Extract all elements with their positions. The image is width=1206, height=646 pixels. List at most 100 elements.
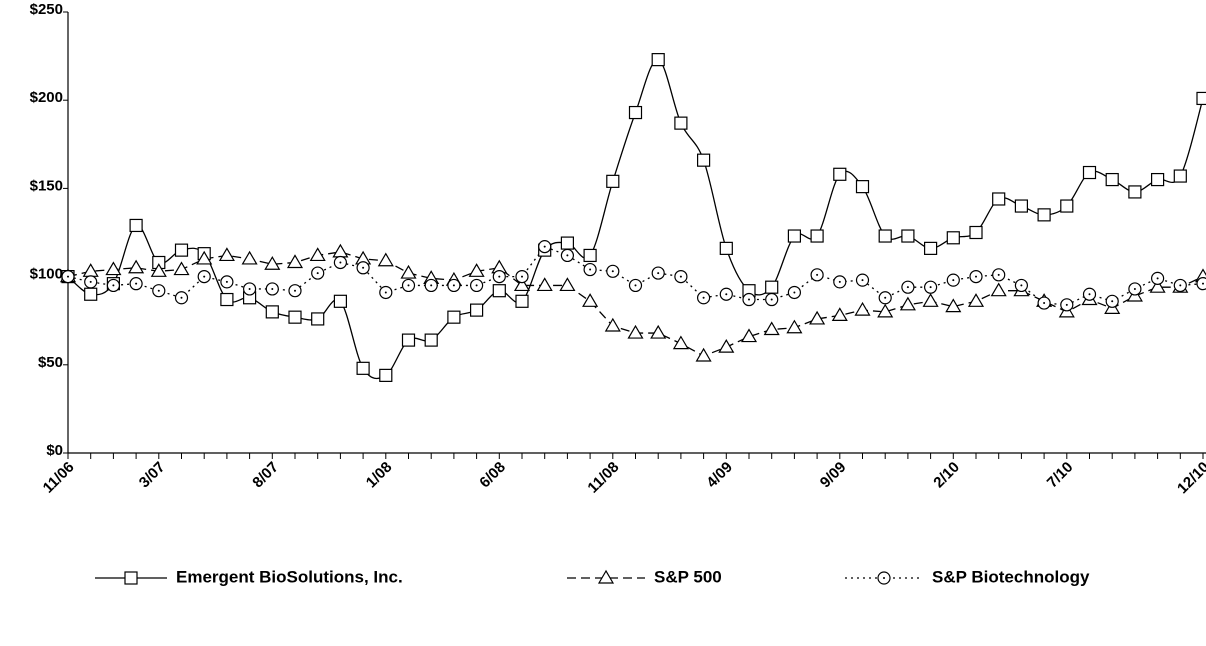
x-tick-label: 2/10 [930,459,963,492]
marker-dot [975,275,977,278]
marker [651,53,665,67]
marker [492,284,506,298]
marker [1149,278,1166,293]
marker [174,243,189,257]
marker [992,192,1006,206]
marker [1196,277,1206,291]
marker [855,180,870,194]
marker-dot [225,280,228,283]
marker [1082,165,1097,180]
marker [922,293,939,307]
marker [786,319,803,334]
marker-dot [362,266,365,269]
marker-dot [1156,277,1159,280]
x-tick-label: 12/10 [1174,459,1206,498]
marker [718,338,735,353]
marker [945,298,962,313]
marker [833,167,847,181]
marker [309,247,326,262]
marker [241,250,258,265]
legend-label: S&P Biotechnology [932,567,1090,586]
x-tick-label: 4/09 [703,459,736,492]
marker [878,229,892,243]
marker [1196,91,1206,106]
marker [536,277,553,292]
marker-dot [770,298,773,301]
marker-dot [203,275,206,278]
marker-dot [906,286,909,289]
legend: Emergent BioSolutions, Inc. S&P 500 S&P Bi… [95,567,1090,586]
marker-dot [929,286,932,289]
marker [810,229,824,243]
marker [559,277,576,292]
marker [379,368,393,382]
marker [990,282,1007,297]
marker [513,277,531,292]
marker [946,231,960,245]
marker [105,261,122,276]
marker [1128,185,1142,199]
x-tick-label: 11/06 [40,459,78,497]
marker [173,261,190,276]
marker [1014,199,1029,213]
marker [124,571,138,585]
x-tick-label: 1/08 [363,459,396,492]
marker-dot [725,293,728,296]
marker-dot [1020,284,1023,287]
marker [923,241,938,255]
series-line [67,251,1204,357]
marker [128,259,145,274]
marker [854,301,871,316]
marker-dot [1088,293,1091,296]
marker [311,312,325,326]
marker-dot [1065,303,1068,306]
marker-dot [452,284,455,287]
marker-dot [1202,282,1204,285]
marker [831,307,848,322]
marker [1150,172,1165,187]
marker [356,361,370,375]
x-tick-label: 9/09 [817,459,850,492]
marker [969,225,983,240]
y-tick-label: $200 [30,89,63,106]
marker-dot [997,273,1000,276]
marker-dot [271,287,274,290]
y-tick-label: $50 [38,354,63,371]
marker [129,218,143,233]
marker [84,287,98,301]
marker-dot [521,275,523,278]
marker [765,280,779,294]
marker [265,305,279,319]
marker-dot [861,279,864,282]
marker [650,324,667,339]
marker [468,263,485,277]
marker [220,292,234,307]
marker-dot [838,280,841,283]
marker-dot [89,280,92,283]
marker-dot [589,268,592,271]
marker [400,264,417,279]
marker-dot [407,284,410,287]
y-tick-label: $150 [30,177,63,194]
marker-dot [67,275,69,278]
marker [1105,172,1119,187]
marker [719,241,733,255]
marker [1037,208,1051,222]
marker-dot [339,261,342,264]
marker [583,248,597,263]
marker [628,105,643,120]
marker [582,293,599,307]
x-tick-label: 11/08 [584,459,622,497]
marker [150,263,167,277]
marker-dot [793,291,796,294]
marker [695,347,712,362]
marker [447,310,461,324]
marker [606,174,620,188]
marker [763,321,780,336]
marker [627,324,644,339]
marker-dot [1043,302,1046,305]
x-tick-label: 6/08 [476,459,509,492]
marker-dot [384,291,387,294]
marker-dot [657,272,660,275]
